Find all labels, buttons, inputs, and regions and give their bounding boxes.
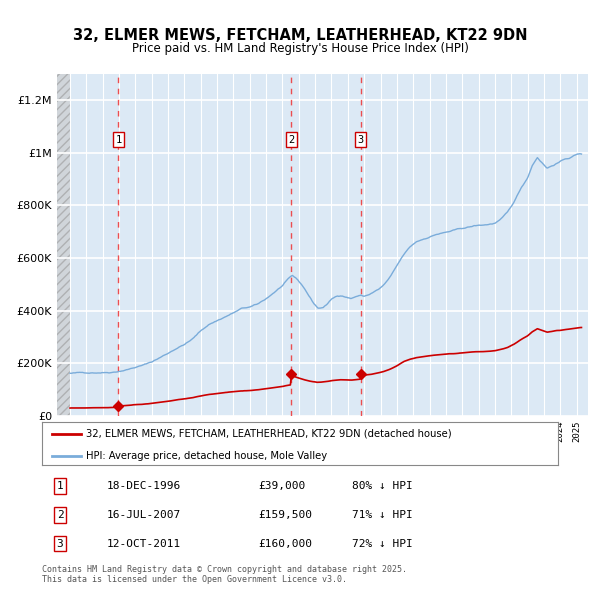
- Text: 3: 3: [56, 539, 64, 549]
- Text: 16-JUL-2007: 16-JUL-2007: [107, 510, 181, 520]
- Bar: [57, 74, 70, 416]
- Text: £39,000: £39,000: [259, 481, 306, 491]
- Text: Contains HM Land Registry data © Crown copyright and database right 2025.
This d: Contains HM Land Registry data © Crown c…: [42, 565, 407, 584]
- Text: 2: 2: [288, 135, 295, 145]
- Text: 80% ↓ HPI: 80% ↓ HPI: [352, 481, 412, 491]
- Text: 2: 2: [56, 510, 64, 520]
- Text: 3: 3: [358, 135, 364, 145]
- Text: 32, ELMER MEWS, FETCHAM, LEATHERHEAD, KT22 9DN: 32, ELMER MEWS, FETCHAM, LEATHERHEAD, KT…: [73, 28, 527, 43]
- Text: HPI: Average price, detached house, Mole Valley: HPI: Average price, detached house, Mole…: [86, 451, 327, 461]
- Text: 72% ↓ HPI: 72% ↓ HPI: [352, 539, 412, 549]
- Text: 32, ELMER MEWS, FETCHAM, LEATHERHEAD, KT22 9DN (detached house): 32, ELMER MEWS, FETCHAM, LEATHERHEAD, KT…: [86, 429, 451, 439]
- Text: 1: 1: [115, 135, 122, 145]
- Text: 12-OCT-2011: 12-OCT-2011: [107, 539, 181, 549]
- Text: Price paid vs. HM Land Registry's House Price Index (HPI): Price paid vs. HM Land Registry's House …: [131, 42, 469, 55]
- Text: £159,500: £159,500: [259, 510, 313, 520]
- Text: 1: 1: [56, 481, 64, 491]
- Text: £160,000: £160,000: [259, 539, 313, 549]
- Text: 71% ↓ HPI: 71% ↓ HPI: [352, 510, 412, 520]
- Text: 18-DEC-1996: 18-DEC-1996: [107, 481, 181, 491]
